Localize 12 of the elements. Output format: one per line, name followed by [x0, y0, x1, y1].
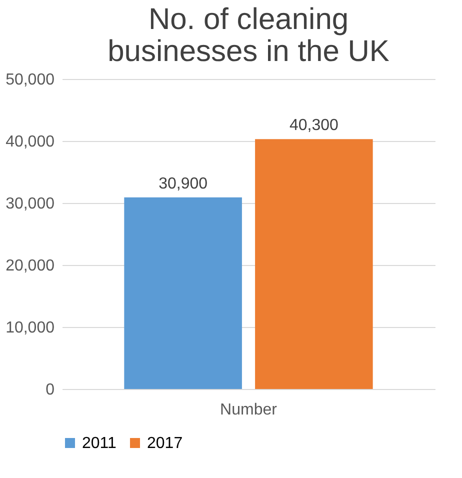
chart-title: No. of cleaning businesses in the UK — [108, 3, 390, 68]
data-label: 30,900 — [158, 175, 208, 192]
y-tick-label: 50,000 — [6, 72, 55, 88]
y-tick-label: 0 — [46, 382, 55, 398]
data-label: 40,300 — [289, 117, 339, 134]
y-tick-label: 40,000 — [6, 134, 55, 150]
x-tick-label: Number — [220, 402, 278, 418]
y-tick-label: 30,000 — [6, 196, 55, 212]
y-tick-label: 10,000 — [6, 320, 55, 336]
y-tick-label: 20,000 — [6, 258, 55, 274]
legend-label: 2017 — [147, 435, 183, 452]
legend-label: 2011 — [82, 435, 117, 452]
